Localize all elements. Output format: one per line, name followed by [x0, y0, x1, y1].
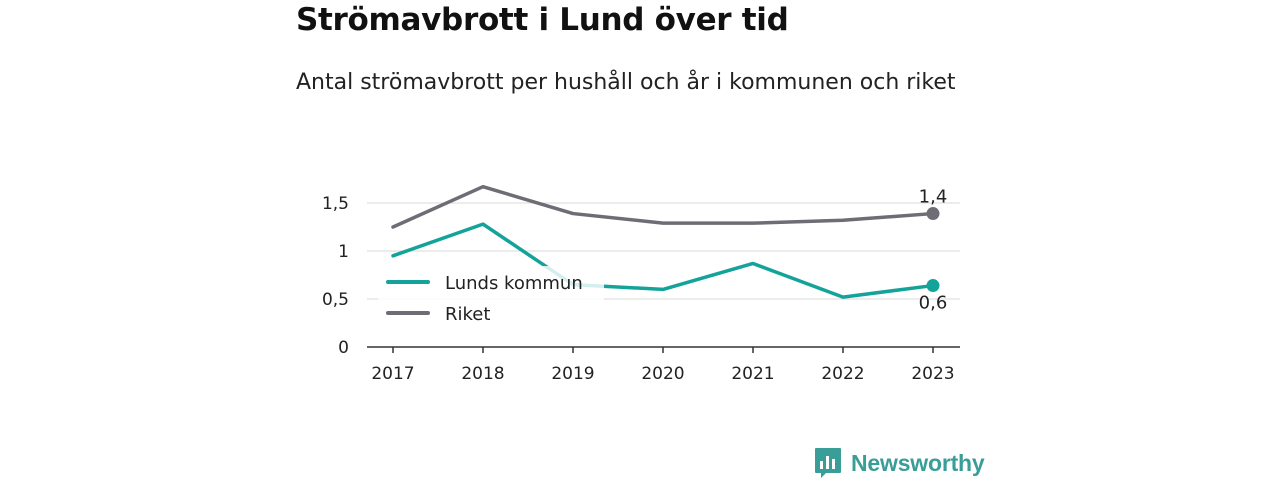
series-end-point [926, 207, 940, 221]
y-tick-label: 0,5 [322, 290, 349, 310]
x-tick-label: 2023 [911, 364, 954, 384]
series-end-point [926, 279, 940, 293]
x-tick-label: 2022 [821, 364, 864, 384]
x-tick-label: 2020 [641, 364, 684, 384]
brand-name: Newsworthy [851, 449, 985, 476]
chart-subtitle: Antal strömavbrott per hushåll och år i … [296, 70, 956, 95]
newsworthy-logo-icon [815, 448, 841, 478]
x-tick-label: 2019 [551, 364, 594, 384]
brand: Newsworthy [814, 446, 985, 480]
y-tick-label: 0 [338, 338, 349, 358]
legend-background [378, 266, 604, 330]
series-line [391, 222, 935, 299]
x-tick-label: 2018 [461, 364, 504, 384]
y-tick-label: 1,5 [322, 194, 349, 214]
legend-label: Riket [445, 304, 490, 325]
legend-label: Lunds kommun [445, 273, 583, 294]
x-tick-label: 2017 [371, 364, 414, 384]
series-line [391, 184, 935, 229]
x-tick-label: 2021 [731, 364, 774, 384]
end-label-riket: 1,4 [919, 187, 948, 208]
end-label-lund: 0,6 [919, 293, 948, 314]
chart-title: Strömavbrott i Lund över tid [296, 2, 789, 38]
y-tick-label: 1 [338, 242, 349, 262]
